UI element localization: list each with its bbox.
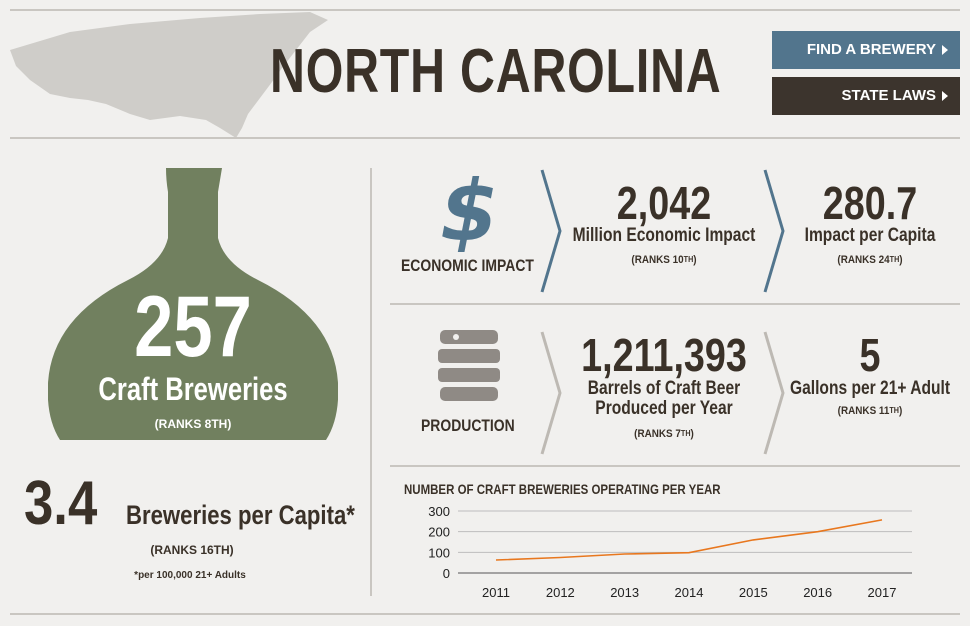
- breweries-per-capita-value: 3.4: [24, 469, 98, 538]
- gallons-rank: (RANKS 11TH): [837, 405, 903, 417]
- y-tick-label: 100: [428, 545, 450, 560]
- state-laws-button[interactable]: STATE LAWS: [772, 77, 960, 115]
- brewery-count-label: Craft Breweries: [98, 371, 288, 407]
- breweries-per-capita-label: Breweries per Capita*: [126, 500, 355, 530]
- state-laws-label: STATE LAWS: [841, 87, 936, 104]
- chevron-divider-icon: [540, 169, 562, 293]
- chevron-right-icon: [942, 45, 948, 55]
- header-divider: [10, 137, 960, 139]
- production-divider: [390, 465, 960, 467]
- barrel-icon: [438, 330, 500, 401]
- barrels-caption-line1: Barrels of Craft Beer: [587, 378, 741, 399]
- x-tick-label: 2016: [803, 585, 832, 600]
- production-label: PRODUCTION: [421, 416, 515, 435]
- bottom-divider: [10, 613, 960, 615]
- x-tick-label: 2011: [482, 585, 510, 600]
- x-tick-label: 2012: [546, 585, 575, 600]
- x-tick-label: 2013: [610, 585, 639, 600]
- economic-impact-value: 2,042: [616, 177, 712, 229]
- find-a-brewery-label: FIND A BREWERY: [806, 41, 936, 58]
- barrels-caption-line2: Produced per Year: [595, 398, 733, 419]
- economic-impact-rank: (RANKS 10TH): [631, 254, 697, 266]
- x-tick-label: 2015: [739, 585, 768, 600]
- breweries-per-capita-rank: (RANKS 16TH): [150, 543, 234, 557]
- column-divider: [370, 168, 372, 596]
- chevron-divider-icon: [540, 331, 562, 455]
- y-tick-label: 0: [443, 566, 450, 581]
- bottle-icon: [48, 168, 338, 440]
- economic-divider: [390, 303, 960, 305]
- per-capita-footnote: *per 100,000 21+ Adults: [134, 570, 246, 581]
- chart-title: NUMBER OF CRAFT BREWERIES OPERATING PER …: [404, 481, 721, 497]
- chevron-right-icon: [942, 91, 948, 101]
- x-tick-label: 2017: [868, 585, 897, 600]
- y-tick-label: 200: [428, 525, 450, 540]
- impact-per-capita-value: 280.7: [822, 177, 918, 229]
- economic-impact-caption: Million Economic Impact: [572, 225, 756, 246]
- find-a-brewery-button[interactable]: FIND A BREWERY: [772, 31, 960, 69]
- x-axis-ticks: 2011 2012 2013 2014 2015 2016 2017: [482, 585, 896, 600]
- chevron-divider-icon: [763, 331, 785, 455]
- top-divider: [10, 9, 960, 11]
- barrels-rank: (RANKS 7TH): [634, 428, 694, 440]
- impact-per-capita-rank: (RANKS 24TH): [837, 254, 903, 266]
- gallons-caption: Gallons per 21+ Adult: [789, 378, 951, 399]
- y-tick-label: 300: [428, 504, 450, 519]
- impact-per-capita-caption: Impact per Capita: [804, 225, 936, 246]
- barrels-value: 1,211,393: [581, 329, 747, 381]
- page-title: NORTH CAROLINA: [270, 37, 722, 106]
- x-tick-label: 2014: [675, 585, 704, 600]
- chart-gridlines: [458, 510, 912, 574]
- brewery-count-rank: (RANKS 8TH): [154, 417, 232, 431]
- dollar-icon: $: [440, 162, 499, 260]
- chevron-divider-icon: [763, 169, 785, 293]
- gallons-value: 5: [859, 329, 881, 381]
- economic-impact-label: ECONOMIC IMPACT: [401, 256, 534, 275]
- brewery-count: 257: [134, 279, 252, 375]
- breweries-per-year-chart: 0 100 200 300 2011 2012 2013 2014 2015 2016 2017: [428, 504, 912, 600]
- series-line: [495, 519, 883, 561]
- y-axis-ticks: 0 100 200 300: [428, 504, 450, 581]
- north-carolina-map-icon: [10, 12, 328, 138]
